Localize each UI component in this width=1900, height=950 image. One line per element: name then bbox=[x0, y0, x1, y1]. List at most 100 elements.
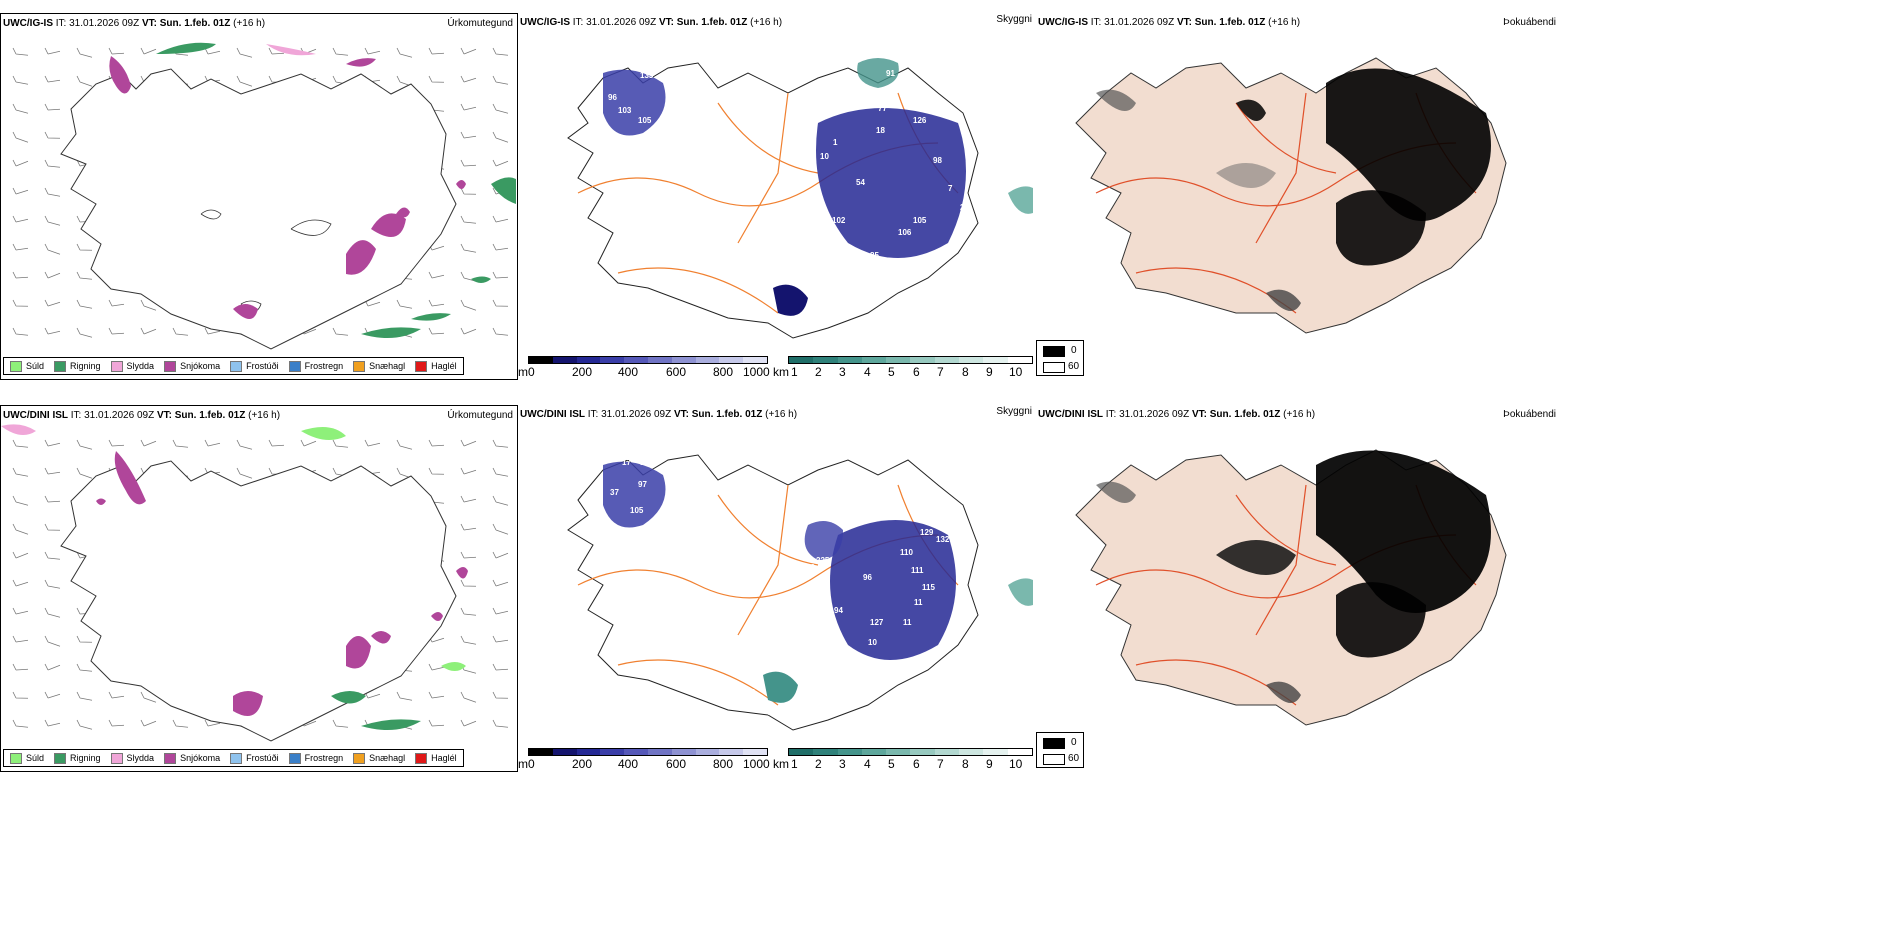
fog-label: Þokuábendi bbox=[1503, 17, 1556, 28]
visibility-label: Skyggni bbox=[996, 14, 1032, 25]
legend-item: Frostúði bbox=[230, 752, 279, 764]
visibility-scale-km: km 1 2 3 4 5 6 7 8 9 10 bbox=[773, 748, 1036, 772]
precip-areas bbox=[109, 42, 516, 338]
svg-text:133: 133 bbox=[640, 71, 654, 80]
svg-text:97: 97 bbox=[638, 480, 647, 489]
fog-areas bbox=[1096, 68, 1491, 311]
precip-type-panel-top: UWC/IG-IS IT: 31.01.2026 09Z VT: Sun. 1.… bbox=[0, 13, 518, 380]
svg-text:111: 111 bbox=[911, 566, 924, 575]
svg-text:85: 85 bbox=[870, 251, 879, 260]
svg-text:1: 1 bbox=[833, 138, 838, 147]
svg-text:129: 129 bbox=[920, 528, 934, 537]
svg-text:10: 10 bbox=[868, 638, 877, 647]
roads bbox=[577, 92, 959, 314]
scale-bar-m bbox=[528, 748, 768, 756]
svg-text:77: 77 bbox=[878, 104, 887, 113]
roads bbox=[1095, 92, 1477, 314]
svg-text:94: 94 bbox=[834, 606, 843, 615]
iceland-outline bbox=[60, 68, 457, 350]
visibility-map: 133 96 103 105 91 126 77 1 18 10 98 102 … bbox=[567, 58, 1033, 339]
svg-text:17: 17 bbox=[622, 458, 631, 467]
svg-text:15: 15 bbox=[668, 493, 677, 502]
svg-text:37: 37 bbox=[610, 488, 619, 497]
svg-text:132: 132 bbox=[936, 535, 950, 544]
precip-legend: Súld Rigning Slydda Snjókoma Frostúði Fr… bbox=[3, 749, 464, 767]
visibility-scale-m: m 0 200 400 600 800 1000 bbox=[518, 356, 770, 380]
legend-item: Frostregn bbox=[288, 360, 343, 372]
precip-type-label: Úrkomutegund bbox=[447, 410, 513, 421]
legend-item: Frostúði bbox=[230, 360, 279, 372]
roads bbox=[1095, 484, 1477, 706]
precip-areas bbox=[1, 424, 468, 730]
svg-text:105: 105 bbox=[638, 116, 652, 125]
svg-text:96: 96 bbox=[608, 93, 617, 102]
svg-text:7: 7 bbox=[948, 184, 953, 193]
fog-panel-bottom: UWC/DINI ISL IT: 31.01.2026 09Z VT: Sun.… bbox=[1036, 405, 1558, 772]
legend-item: Rigning bbox=[54, 752, 101, 764]
scale-bar-km bbox=[788, 748, 1033, 756]
svg-text:85: 85 bbox=[746, 688, 755, 697]
svg-text:20: 20 bbox=[960, 203, 969, 212]
svg-text:110: 110 bbox=[900, 548, 913, 557]
fog-areas bbox=[1096, 450, 1491, 703]
svg-text:22: 22 bbox=[886, 258, 895, 267]
legend-item: Frostregn bbox=[288, 752, 343, 764]
svg-text:105: 105 bbox=[913, 216, 927, 225]
legend-item: Snjókoma bbox=[164, 360, 220, 372]
panel-title: UWC/IG-IS IT: 31.01.2026 09Z VT: Sun. 1.… bbox=[3, 18, 266, 29]
scale-bar-km bbox=[788, 356, 1033, 364]
svg-text:127: 127 bbox=[870, 618, 884, 627]
svg-text:115: 115 bbox=[922, 583, 935, 592]
legend-item: Súld bbox=[10, 752, 44, 764]
low-visibility-areas bbox=[603, 58, 1033, 316]
visibility-panel-bottom: UWC/DINI ISL IT: 31.01.2026 09Z VT: Sun.… bbox=[518, 405, 1036, 772]
visibility-map: 17 13 97 15 37 105 94 127 110 111 129 13… bbox=[567, 454, 1033, 731]
fog-panel-top: UWC/IG-IS IT: 31.01.2026 09Z VT: Sun. 1.… bbox=[1036, 13, 1558, 380]
legend-item: Haglél bbox=[415, 360, 457, 372]
panel-title: UWC/DINI ISL IT: 31.01.2026 09Z VT: Sun.… bbox=[520, 409, 798, 420]
legend-item: Haglél bbox=[415, 752, 457, 764]
svg-text:105: 105 bbox=[630, 506, 644, 515]
svg-text:10: 10 bbox=[820, 152, 829, 161]
svg-text:91: 91 bbox=[886, 69, 895, 78]
roads bbox=[577, 484, 959, 706]
fog-map bbox=[1075, 449, 1507, 726]
visibility-values: 17 13 97 15 37 105 94 127 110 111 129 13… bbox=[610, 458, 950, 717]
low-visibility-areas bbox=[603, 461, 1033, 703]
panel-title: UWC/DINI ISL IT: 31.01.2026 09Z VT: Sun.… bbox=[1038, 409, 1316, 420]
precip-type-map bbox=[1, 424, 509, 742]
precip-type-map bbox=[12, 42, 516, 350]
svg-text:13: 13 bbox=[640, 458, 649, 467]
svg-text:11: 11 bbox=[903, 618, 912, 627]
legend-item: Snæhagl bbox=[353, 752, 405, 764]
swatch bbox=[10, 360, 22, 372]
fog-scale: 0 60 bbox=[1036, 732, 1084, 768]
visibility-label: Skyggni bbox=[996, 406, 1032, 417]
svg-text:18: 18 bbox=[876, 126, 885, 135]
svg-text:106: 106 bbox=[898, 228, 912, 237]
legend-item: Snjókoma bbox=[164, 752, 220, 764]
legend-item: Slydda bbox=[110, 360, 154, 372]
svg-text:91: 91 bbox=[750, 299, 759, 308]
visibility-values: 133 96 103 105 91 126 77 1 18 10 98 102 … bbox=[608, 69, 969, 325]
precip-type-panel-bottom: UWC/DINI ISL IT: 31.01.2026 09Z VT: Sun.… bbox=[0, 405, 518, 772]
iceland-outline bbox=[60, 460, 457, 742]
svg-text:98: 98 bbox=[933, 156, 942, 165]
fog-label: Þokuábendi bbox=[1503, 409, 1556, 420]
svg-text:11: 11 bbox=[914, 598, 923, 607]
svg-text:126: 126 bbox=[913, 116, 927, 125]
legend-item: Súld bbox=[10, 360, 44, 372]
svg-text:255: 255 bbox=[866, 274, 880, 283]
scale-bar-m bbox=[528, 356, 768, 364]
svg-text:249: 249 bbox=[768, 708, 782, 717]
panel-title: UWC/IG-IS IT: 31.01.2026 09Z VT: Sun. 1.… bbox=[1038, 17, 1301, 28]
legend-item: Snæhagl bbox=[353, 360, 405, 372]
svg-text:96: 96 bbox=[863, 573, 872, 582]
svg-text:225: 225 bbox=[816, 556, 830, 565]
panel-title: UWC/IG-IS IT: 31.01.2026 09Z VT: Sun. 1.… bbox=[520, 17, 783, 28]
fog-map bbox=[1075, 57, 1507, 334]
svg-text:35: 35 bbox=[770, 316, 779, 325]
legend-item: Rigning bbox=[54, 360, 101, 372]
svg-text:19: 19 bbox=[806, 563, 815, 572]
svg-text:102: 102 bbox=[832, 216, 846, 225]
